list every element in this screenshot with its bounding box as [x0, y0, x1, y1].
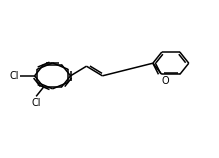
Text: O: O: [161, 76, 169, 86]
Text: Cl: Cl: [9, 71, 19, 81]
Text: Cl: Cl: [31, 98, 41, 108]
